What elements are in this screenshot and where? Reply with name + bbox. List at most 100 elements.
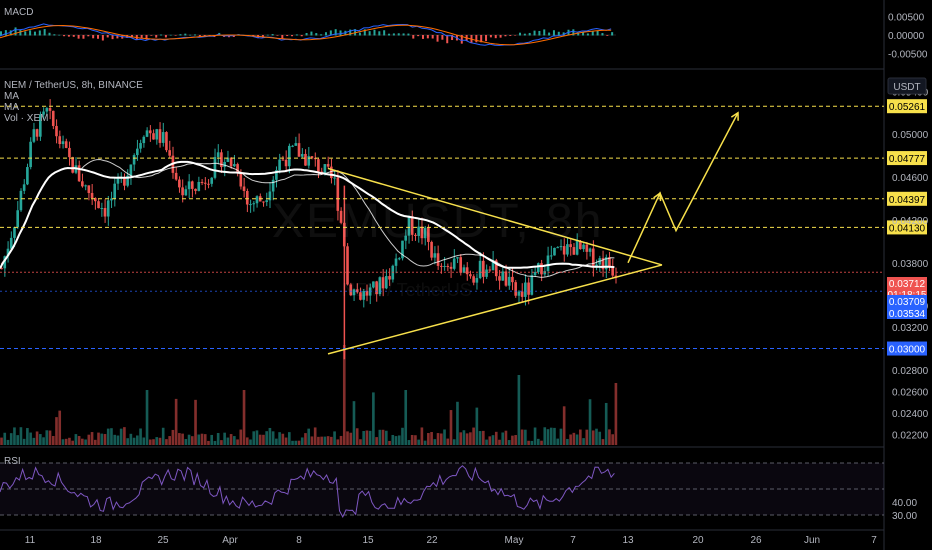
price-tick-label: 0.02800	[892, 366, 929, 377]
volume-bar	[536, 438, 540, 445]
macd-histogram-bar	[426, 35, 429, 39]
ma2-label: MA	[4, 102, 19, 113]
candle	[239, 173, 243, 187]
volume-bar	[48, 430, 52, 445]
macd-histogram-bar	[417, 35, 420, 37]
candle	[287, 145, 291, 167]
candle	[268, 191, 272, 201]
time-axis[interactable]: 11 18 25 Apr 8 15 22 May 7 13 20 26 Jun 7	[25, 535, 877, 546]
candle	[320, 171, 323, 173]
volume-bar	[368, 430, 372, 445]
volume-bar	[336, 439, 340, 445]
volume-bar	[456, 401, 459, 445]
volume-bar	[604, 402, 608, 445]
triangle-upper-line	[327, 167, 663, 266]
triangle-annotation[interactable]	[327, 111, 739, 355]
time-tick-label: 20	[692, 535, 704, 546]
macd-histogram-bar	[489, 35, 492, 38]
volume-bar	[439, 433, 443, 445]
volume-bar	[51, 435, 55, 445]
macd-histogram-bar	[140, 35, 143, 38]
candle	[430, 241, 433, 258]
macd-histogram-bar	[194, 34, 197, 36]
volume-bar	[546, 429, 550, 445]
candle	[148, 130, 152, 134]
volume-bar	[372, 392, 375, 445]
candle	[291, 145, 294, 147]
candle	[184, 189, 188, 196]
candle	[216, 152, 220, 158]
volume-bar	[465, 433, 469, 445]
macd-histogram-bar	[339, 30, 342, 36]
volume-bar	[553, 427, 556, 445]
macd-histogram-bar	[324, 32, 327, 36]
candle	[478, 260, 482, 279]
candle	[556, 247, 560, 249]
volume-bar	[520, 429, 524, 445]
macd-histogram-bar	[320, 34, 323, 36]
volume-bar	[527, 440, 530, 445]
candle	[245, 191, 249, 205]
candle	[158, 129, 162, 143]
candle	[326, 164, 330, 167]
macd-histogram-bar	[97, 35, 100, 39]
volume-bar	[233, 436, 236, 445]
candle	[278, 159, 281, 171]
volume-bar	[187, 434, 191, 445]
volume-bar	[482, 430, 485, 445]
candle	[485, 269, 488, 277]
volume-bar	[420, 427, 424, 445]
candle	[294, 143, 298, 146]
macd-histogram-bar	[402, 33, 405, 36]
volume-bar	[575, 434, 579, 445]
candle	[139, 143, 142, 149]
price-tick-label: 0.02200	[892, 430, 929, 441]
time-tick-label: 22	[426, 535, 438, 546]
time-tick-label: 15	[362, 535, 374, 546]
time-tick-label: Jun	[804, 535, 820, 546]
volume-bar	[220, 440, 223, 445]
candle	[165, 132, 168, 151]
volume-bar	[200, 433, 204, 445]
volume-bar	[388, 440, 391, 445]
macd-tick-label: 0.00500	[888, 12, 925, 23]
macd-histogram-bar	[407, 33, 410, 36]
candle	[103, 207, 107, 217]
horizontal-levels[interactable]: 0.05261 0.04777 0.04397 0.04130 0.03000	[0, 99, 927, 356]
macd-histogram-bar	[383, 30, 386, 36]
volume-bar	[414, 435, 417, 445]
volume-bar	[375, 437, 378, 445]
currency-label: USDT	[893, 82, 920, 93]
macd-histogram-bar	[446, 35, 449, 44]
volume-bar	[349, 432, 353, 445]
volume-bar	[291, 440, 294, 445]
macd-histogram-bar	[29, 30, 32, 36]
volume-bar	[139, 428, 142, 445]
level-tag-label: 0.05261	[889, 102, 926, 113]
rsi-pane	[0, 462, 884, 519]
volume-bar	[284, 437, 288, 445]
candle	[16, 210, 20, 228]
volume-bar	[394, 436, 398, 445]
candle	[229, 157, 233, 167]
volume-bar	[342, 345, 346, 445]
volume-bar	[472, 427, 475, 445]
price-tick-label: 0.02400	[892, 409, 929, 420]
macd-histogram-bar	[33, 31, 36, 36]
volume-bar	[323, 436, 327, 445]
candle	[520, 291, 524, 297]
candle	[527, 282, 530, 295]
volume-bar	[569, 434, 572, 445]
ma1-label: MA	[4, 91, 19, 102]
volume-bar	[171, 429, 175, 445]
volume-bar	[549, 427, 553, 445]
candle	[35, 129, 39, 137]
volume-bar	[452, 439, 456, 445]
volume-bar	[190, 436, 194, 445]
macd-histogram-bar	[514, 35, 517, 36]
candle	[352, 289, 356, 296]
currency-box[interactable]	[887, 77, 927, 95]
volume-bar	[203, 434, 207, 445]
volume-bar	[307, 428, 311, 445]
